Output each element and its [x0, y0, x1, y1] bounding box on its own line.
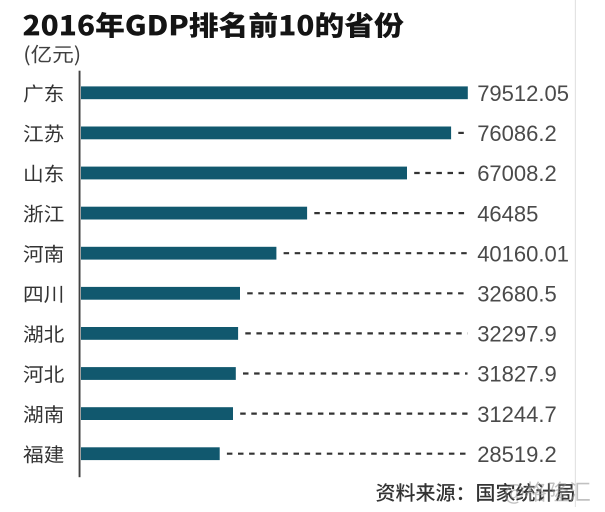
svg-text:40160.01: 40160.01 [477, 241, 569, 266]
svg-text:31244.7: 31244.7 [477, 402, 557, 427]
svg-text:46485: 46485 [477, 201, 538, 226]
svg-text:31827.9: 31827.9 [477, 362, 557, 387]
svg-text:76086.2: 76086.2 [477, 121, 557, 146]
svg-text:32297.9: 32297.9 [477, 322, 557, 347]
svg-text:67008.2: 67008.2 [477, 161, 557, 186]
svg-text:28519.2: 28519.2 [477, 442, 557, 467]
svg-text:79512.05: 79512.05 [477, 81, 569, 106]
svg-text:32680.5: 32680.5 [477, 282, 557, 307]
